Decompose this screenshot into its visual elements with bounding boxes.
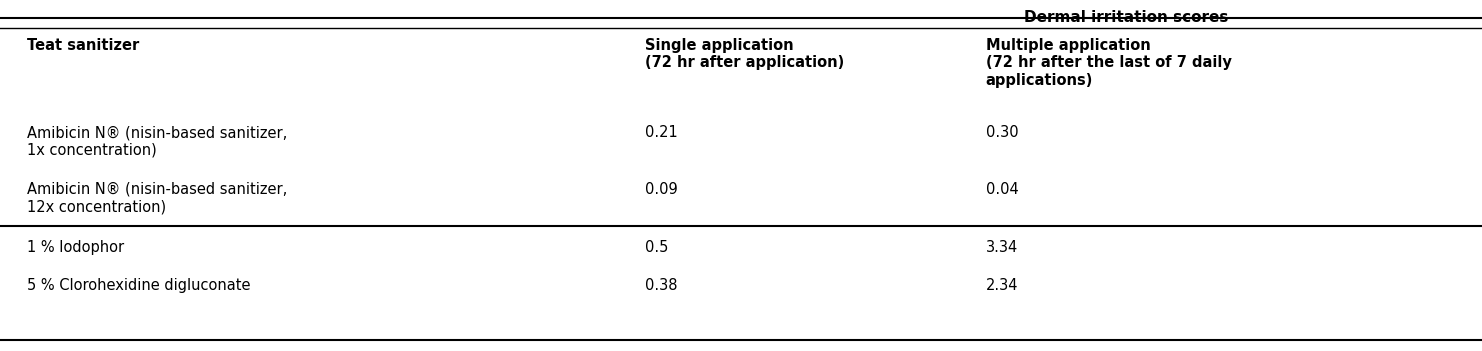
Text: 2.34: 2.34: [986, 278, 1018, 293]
Text: 0.5: 0.5: [645, 240, 668, 255]
Text: 1 % Iodophor: 1 % Iodophor: [27, 240, 124, 255]
Text: 0.38: 0.38: [645, 278, 677, 293]
Text: 3.34: 3.34: [986, 240, 1018, 255]
Text: Teat sanitizer: Teat sanitizer: [27, 38, 139, 53]
Text: 0.21: 0.21: [645, 125, 677, 140]
Text: Multiple application
(72 hr after the last of 7 daily
applications): Multiple application (72 hr after the la…: [986, 38, 1232, 88]
Text: Dermal irritation scores: Dermal irritation scores: [1024, 10, 1229, 25]
Text: Amibicin N® (nisin-based sanitizer,
12x concentration): Amibicin N® (nisin-based sanitizer, 12x …: [27, 182, 288, 214]
Text: Amibicin N® (nisin-based sanitizer,
1x concentration): Amibicin N® (nisin-based sanitizer, 1x c…: [27, 125, 288, 157]
Text: Single application
(72 hr after application): Single application (72 hr after applicat…: [645, 38, 843, 71]
Text: 5 % Clorohexidine digluconate: 5 % Clorohexidine digluconate: [27, 278, 250, 293]
Text: 0.09: 0.09: [645, 182, 677, 197]
Text: 0.30: 0.30: [986, 125, 1018, 140]
Text: 0.04: 0.04: [986, 182, 1018, 197]
